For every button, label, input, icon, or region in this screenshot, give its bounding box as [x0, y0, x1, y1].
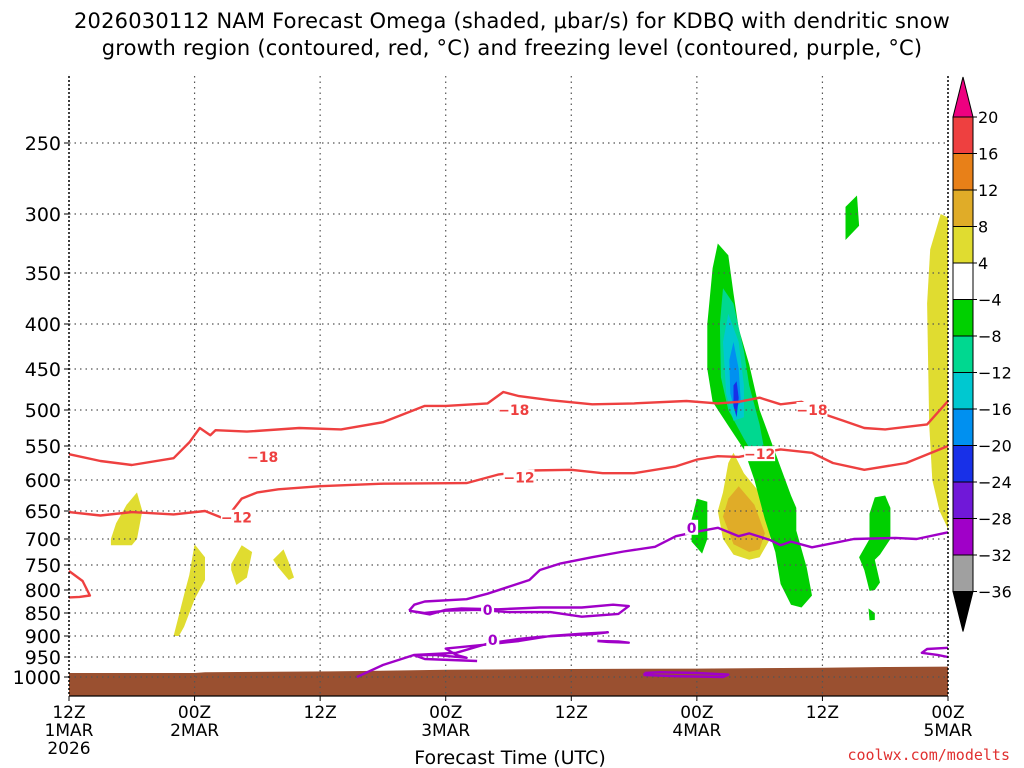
dgz-minus18-label-2: −18 — [796, 403, 827, 419]
chart-title-line1: 2026030112 NAM Forecast Omega (shaded, μ… — [73, 9, 951, 33]
colorbar-swatch-3 — [952, 189, 974, 227]
colorbar-label-11: −28 — [978, 510, 1012, 529]
x-tick-label-4-1: 12Z — [555, 703, 588, 723]
dgz-minus12-lowcorner — [68, 570, 92, 599]
y-tick-label-850: 850 — [25, 603, 61, 625]
x-tick-label-3-2: 3MAR — [421, 721, 470, 741]
x-tick-label-0-2: 1MAR — [45, 721, 94, 741]
x-tick-label-6-1: 12Z — [806, 703, 839, 723]
colorbar-label-1: 16 — [978, 145, 998, 164]
freezing-level-small-1 — [597, 639, 630, 644]
omega-pos-4-b — [173, 544, 205, 636]
colorbar-label-3: 8 — [978, 218, 988, 237]
x-tick-label-5-1: 00Z — [680, 703, 713, 723]
omega-pos-4-c — [231, 545, 253, 585]
colorbar-label-6: −8 — [978, 327, 1002, 346]
x-tick-label-2-1: 12Z — [304, 703, 337, 723]
colorbar-swatch-5 — [952, 262, 974, 300]
colorbar-label-2: 12 — [978, 181, 998, 200]
colorbar-bottom-arrow — [952, 591, 974, 632]
y-tick-label-250: 250 — [25, 133, 61, 155]
freezing-level-low — [356, 631, 610, 679]
y-tick-label-700: 700 — [25, 529, 61, 551]
y-tick-label-900: 900 — [25, 626, 61, 648]
freezing-level-upper-label-0: 0 — [687, 521, 697, 537]
dgz-minus12-label-bg-2 — [744, 446, 776, 462]
colorbar-swatch-13 — [952, 554, 974, 592]
dgz-minus18-label-bg-0 — [247, 448, 279, 464]
chart-title: 2026030112 NAM Forecast Omega (shaded, μ… — [0, 8, 1024, 62]
y-tick-label-350: 350 — [25, 263, 61, 285]
colorbar-swatch-10 — [952, 445, 974, 483]
colorbar-swatch-2 — [952, 153, 974, 191]
colorbar-swatch-6 — [952, 299, 974, 337]
colorbar-label-10: −24 — [978, 473, 1012, 492]
freezing-level-upper-label-bg-1 — [481, 601, 495, 617]
colorbar-swatch-11 — [952, 481, 974, 519]
y-tick-label-500: 500 — [25, 400, 61, 422]
colorbar-top-arrow — [952, 76, 974, 118]
dgz-minus12-label-2: −12 — [744, 447, 775, 463]
colorbar-label-4: 4 — [978, 254, 988, 273]
colorbar-swatch-12 — [952, 518, 974, 556]
colorbar-swatch-8 — [952, 372, 974, 410]
dgz-minus12-label-bg-1 — [503, 469, 535, 485]
colorbar-swatch-7 — [952, 335, 974, 373]
y-tick-label-450: 450 — [25, 359, 61, 381]
x-tick-label-5-2: 4MAR — [672, 721, 721, 741]
x-tick-label-1-1: 00Z — [178, 703, 211, 723]
omega-pos-4-f — [927, 214, 948, 529]
omega-neg-4-b — [691, 498, 708, 554]
colorbar-label-5: −4 — [978, 291, 1002, 310]
site-credit: coolwx.com/modelts — [847, 746, 1010, 764]
omega-neg-4-e — [868, 608, 875, 621]
y-tick-label-400: 400 — [25, 314, 61, 336]
dgz-minus12-label-1: −12 — [503, 470, 534, 486]
omega-neg-20 — [733, 381, 739, 418]
colorbar-label-0: 20 — [978, 108, 998, 127]
freezing-level-lower-loop — [408, 603, 630, 618]
x-tick-label-0-1: 12Z — [52, 703, 85, 723]
y-tick-label-1000: 1000 — [13, 667, 61, 689]
dgz-minus12-label-bg-0 — [220, 509, 252, 525]
x-tick-label-7-1: 00Z — [931, 703, 964, 723]
y-tick-label-550: 550 — [25, 436, 61, 458]
colorbar-swatch-4 — [952, 226, 974, 264]
y-tick-label-800: 800 — [25, 580, 61, 602]
freezing-level-small-2 — [643, 671, 730, 679]
colorbar-label-7: −12 — [978, 364, 1012, 383]
freezing-level-right-edge — [920, 646, 949, 659]
dgz-minus12-label-0: −12 — [221, 511, 252, 527]
x-tick-label-3-1: 00Z — [429, 703, 462, 723]
y-tick-label-300: 300 — [25, 204, 61, 226]
omega-neg-4-d — [859, 495, 891, 591]
y-tick-label-650: 650 — [25, 501, 61, 523]
freezing-level-upper-label-bg-0 — [685, 519, 699, 535]
dgz-minus18-label-bg-2 — [796, 402, 828, 417]
colorbar-label-13: −36 — [978, 583, 1012, 602]
omega-pos-4-a — [110, 492, 143, 546]
ground-terrain — [69, 666, 948, 696]
x-tick-label-0-3: 2026 — [47, 739, 90, 759]
freezing-level-low-label-bg-0 — [486, 632, 500, 648]
colorbar-swatch-9 — [952, 408, 974, 446]
colorbar-swatch-1 — [952, 116, 974, 154]
freezing-level-upper-label-1: 0 — [483, 603, 493, 619]
y-tick-label-750: 750 — [25, 555, 61, 577]
x-tick-label-7-2: 5MAR — [924, 721, 973, 741]
dgz-minus18-label-0: −18 — [247, 450, 278, 466]
x-tick-label-1-2: 2MAR — [170, 721, 219, 741]
freezing-level-low-label-0: 0 — [488, 633, 498, 649]
omega-neg-4-c — [845, 195, 860, 240]
dgz-minus18-label-bg-1 — [498, 402, 530, 417]
colorbar-label-12: −32 — [978, 546, 1012, 565]
colorbar-label-8: −16 — [978, 400, 1012, 419]
dgz-minus18-label-1: −18 — [498, 403, 529, 419]
colorbar-label-9: −20 — [978, 437, 1012, 456]
y-tick-label-600: 600 — [25, 470, 61, 492]
chart-title-line2: growth region (contoured, red, °C) and f… — [101, 36, 923, 60]
x-axis-label: Forecast Time (UTC) — [414, 747, 605, 768]
y-tick-label-950: 950 — [25, 647, 61, 669]
